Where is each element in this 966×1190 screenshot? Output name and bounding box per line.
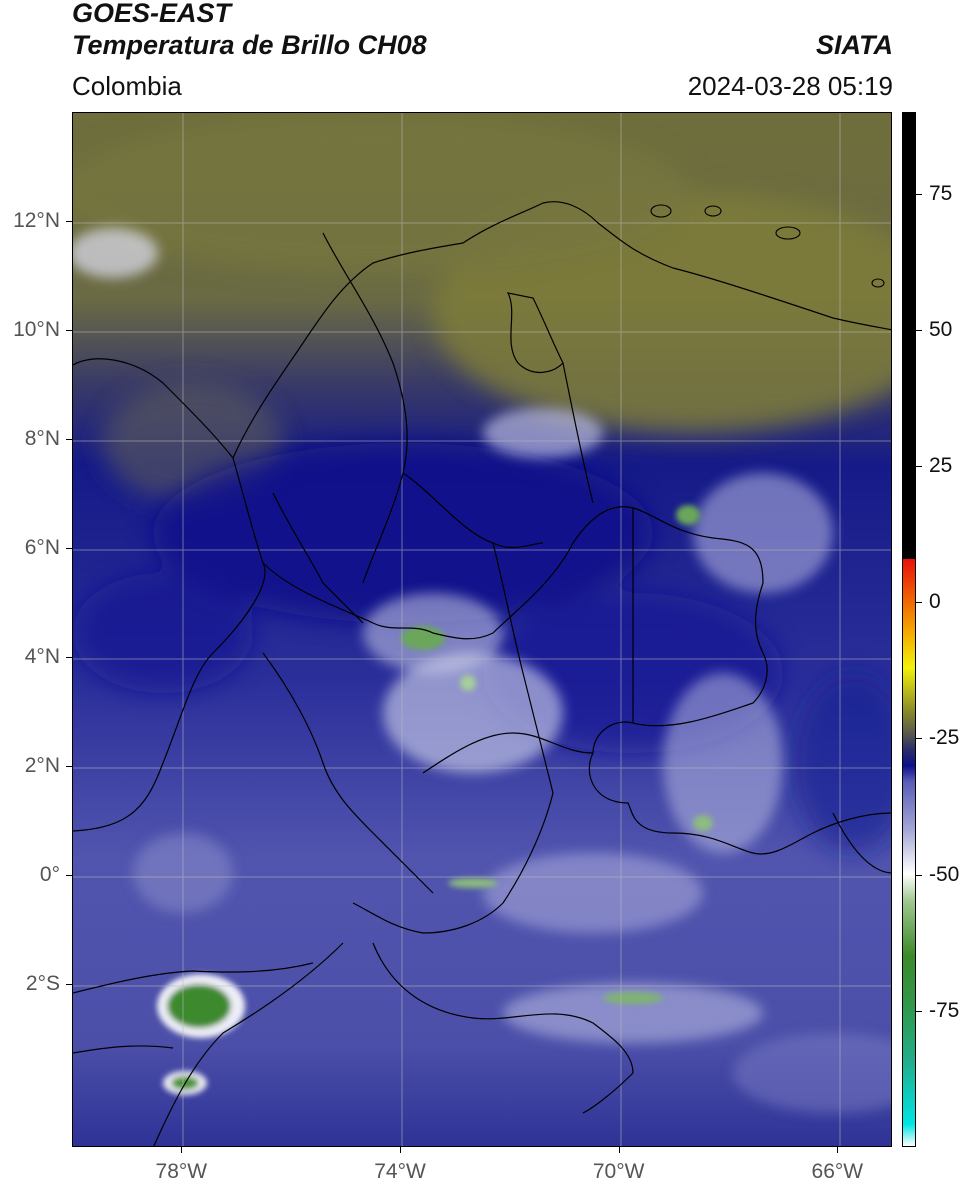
lon-tick-mark [181, 1147, 183, 1153]
colorbar-tick-mark [916, 1010, 922, 1012]
colorbar-tick-label: -50 [929, 862, 960, 886]
lat-tick-mark [66, 765, 72, 767]
lat-tick-label: 4°N [24, 644, 60, 668]
colorbar [902, 112, 916, 1147]
colorbar-tick-label: 75 [929, 181, 953, 205]
lat-tick-label: 12°N [13, 208, 60, 232]
lat-tick-label: 0° [39, 862, 60, 886]
map-canvas [73, 113, 891, 1146]
lon-tick-label: 70°W [592, 1160, 645, 1183]
lat-tick-mark [66, 220, 72, 222]
colorbar-tick-label: -25 [929, 726, 960, 750]
colorbar-tick-mark [916, 738, 922, 740]
lat-tick-label: 2°N [24, 753, 60, 777]
lat-tick-label: 8°N [24, 426, 60, 450]
dry-air-layer [73, 113, 891, 503]
islands [650, 204, 885, 288]
lat-tick-label: 6°N [24, 535, 60, 559]
lat-tick-mark [66, 874, 72, 876]
lat-tick-mark [66, 547, 72, 549]
colorbar-tick-label: -75 [929, 998, 960, 1022]
colorbar-tick-mark [916, 874, 922, 876]
colorbar-tick-label: 0 [929, 590, 941, 614]
lat-tick-mark [66, 983, 72, 985]
lat-tick-mark [66, 438, 72, 440]
product-title: Temperatura de Brillo CH08 [72, 30, 427, 60]
cloud-layer [73, 228, 891, 1113]
lat-tick-label: 10°N [13, 317, 60, 341]
timestamp-label: 2024-03-28 05:19 [687, 71, 893, 101]
colorbar-tick-mark [916, 329, 922, 331]
borders [73, 201, 891, 1146]
lat-tick-mark [66, 656, 72, 658]
map-gridlines [73, 113, 891, 1146]
colorbar-tick-mark [916, 466, 922, 468]
lat-tick-mark [66, 329, 72, 331]
lon-tick-mark [400, 1147, 401, 1153]
lon-tick-label: 74°W [374, 1160, 426, 1183]
lon-tick-mark [618, 1147, 620, 1153]
lon-tick-mark [837, 1147, 839, 1153]
region-label: Colombia [72, 71, 182, 101]
satellite-title: GOES-EAST [72, 0, 232, 28]
colorbar-tick-label: 25 [929, 454, 953, 478]
lon-tick-label: 66°W [811, 1160, 864, 1183]
colorbar-tick-mark [916, 193, 922, 195]
brand-label: SIATA [816, 30, 893, 60]
colorbar-tick-label: 50 [929, 317, 953, 341]
satellite-map [72, 112, 892, 1147]
lon-tick-label: 78°W [155, 1160, 208, 1183]
lat-tick-label: 2°S [25, 971, 60, 995]
colorbar-tick-mark [916, 602, 922, 604]
